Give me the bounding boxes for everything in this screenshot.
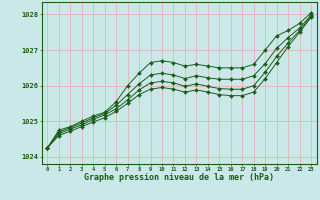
X-axis label: Graphe pression niveau de la mer (hPa): Graphe pression niveau de la mer (hPa) xyxy=(84,173,274,182)
